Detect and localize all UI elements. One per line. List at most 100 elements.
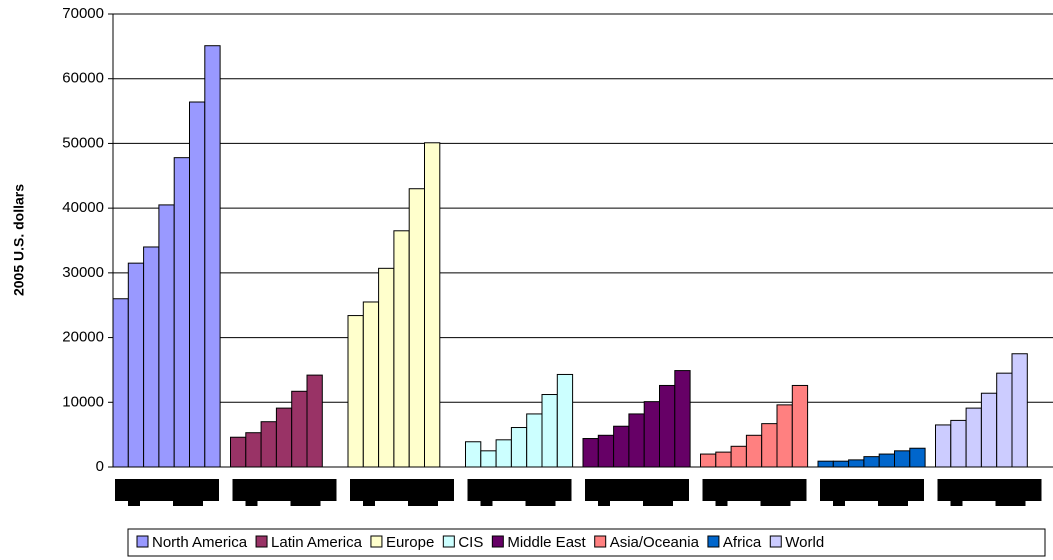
label-blob (467, 479, 572, 501)
label-blob (598, 499, 610, 506)
bar (112, 298, 129, 468)
legend-swatch (442, 535, 455, 548)
label-blob (525, 499, 556, 506)
legend-swatch (370, 535, 383, 548)
bar (541, 394, 558, 468)
legend-label: Europe (386, 534, 434, 551)
y-tick-label: 20000 (62, 329, 104, 346)
bar (526, 413, 543, 468)
bar (291, 390, 308, 468)
bar (832, 460, 850, 468)
label-blob (245, 499, 258, 506)
bar (556, 373, 574, 468)
bar (597, 434, 615, 468)
bar (700, 453, 717, 468)
label-blob (232, 479, 337, 501)
bar (909, 447, 926, 468)
bar (230, 436, 247, 468)
bar (817, 460, 834, 468)
bar (495, 439, 512, 468)
legend-swatch (136, 535, 149, 548)
bar (659, 384, 676, 468)
bar (791, 384, 809, 468)
label-blob (878, 499, 908, 506)
bar (582, 438, 599, 468)
legend-swatch (491, 535, 504, 548)
bar (1011, 353, 1028, 468)
bar (628, 413, 645, 468)
bar (408, 188, 426, 468)
bar (878, 453, 896, 468)
bar (510, 427, 528, 468)
label-blob (480, 499, 493, 506)
label-blob (950, 499, 963, 506)
bar (306, 374, 323, 468)
bar (260, 421, 277, 468)
bar (980, 392, 998, 468)
bar (613, 425, 630, 468)
label-blob (408, 499, 438, 506)
label-blob (833, 499, 845, 506)
bar (347, 315, 364, 468)
legend-label: CIS (458, 534, 483, 551)
legend-swatch (707, 535, 720, 548)
bar (776, 404, 793, 468)
y-tick-label: 50000 (62, 134, 104, 151)
legend-label: Middle East (507, 534, 586, 551)
label-blob (363, 499, 375, 506)
bar (173, 157, 190, 468)
bar (275, 407, 293, 468)
bar (424, 142, 441, 468)
bar (393, 230, 410, 468)
label-blob (643, 499, 673, 506)
legend-label: North America (152, 534, 248, 551)
bar (965, 407, 982, 468)
label-blob (350, 479, 454, 501)
bar (950, 419, 967, 468)
bar (378, 267, 395, 468)
legend-box (127, 528, 1046, 557)
label-blob (585, 479, 689, 501)
bar (715, 451, 732, 468)
bar (480, 450, 497, 468)
label-blob (290, 499, 321, 506)
legend-label: Africa (723, 534, 762, 551)
bar (245, 432, 262, 468)
bar (674, 370, 691, 468)
y-tick-label: 60000 (62, 70, 104, 87)
bar (143, 246, 160, 468)
y-axis-title: 2005 U.S. dollars (11, 184, 27, 296)
bar (362, 301, 380, 468)
label-blob (715, 499, 728, 506)
bar (730, 445, 747, 468)
y-tick-label: 30000 (62, 264, 104, 281)
label-blob (995, 499, 1026, 506)
legend-label: World (785, 534, 824, 551)
y-tick-label: 0 (96, 458, 104, 475)
bar (745, 434, 763, 468)
bar (158, 204, 175, 468)
label-blob (760, 499, 791, 506)
y-tick-label: 70000 (62, 5, 104, 22)
y-tick-label: 40000 (62, 199, 104, 216)
bar (127, 262, 145, 468)
bar (935, 424, 952, 468)
label-blob (115, 479, 219, 501)
label-blob (128, 499, 140, 506)
label-blob (702, 479, 807, 501)
bar (894, 450, 911, 468)
bar (465, 441, 482, 468)
bar (643, 401, 661, 468)
bar (848, 459, 865, 468)
label-blob (173, 499, 203, 506)
legend-label: Latin America (271, 534, 363, 551)
bar (996, 372, 1013, 468)
y-tick-label: 10000 (62, 393, 104, 410)
bar (761, 423, 778, 468)
legend-swatch (255, 535, 268, 548)
legend-label: Asia/Oceania (610, 534, 700, 551)
label-blob (937, 479, 1042, 501)
legend-swatch (594, 535, 607, 548)
bar (189, 101, 206, 468)
